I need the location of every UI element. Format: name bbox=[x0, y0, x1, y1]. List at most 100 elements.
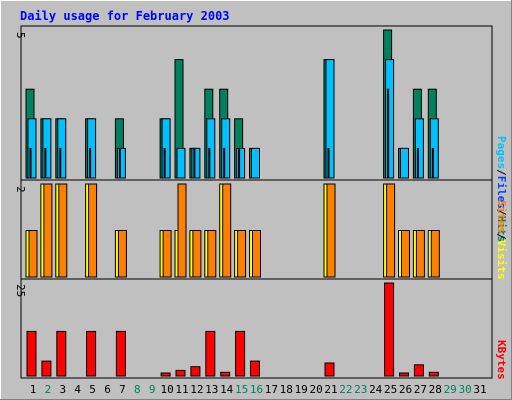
chart-marks bbox=[25, 29, 440, 377]
x-tick-label: 4 bbox=[74, 383, 81, 396]
x-tick-label: 10 bbox=[160, 383, 173, 396]
pages-bar bbox=[29, 147, 32, 179]
kbytes-bar bbox=[26, 330, 37, 377]
x-tick-label: 7 bbox=[119, 383, 126, 396]
files-bar bbox=[414, 118, 424, 179]
x-tick-label: 2 bbox=[45, 383, 52, 396]
x-tick-label: 24 bbox=[369, 383, 383, 396]
x-tick-label: 14 bbox=[220, 383, 234, 396]
x-tick-label: 8 bbox=[134, 383, 141, 396]
x-tick-label: 23 bbox=[354, 383, 367, 396]
sites-bar bbox=[88, 183, 98, 278]
legend-sites: Sites bbox=[495, 200, 508, 233]
x-tick-label: 25 bbox=[384, 383, 397, 396]
pages-bar bbox=[238, 147, 241, 179]
sites-bar bbox=[401, 230, 410, 278]
sites-bar bbox=[252, 230, 261, 278]
files-bar bbox=[206, 118, 216, 179]
sites-bar bbox=[192, 230, 202, 278]
legend-pages: Pages bbox=[495, 136, 508, 169]
kbytes-bar bbox=[428, 371, 439, 377]
sites-bar bbox=[177, 183, 187, 278]
files-bar bbox=[400, 147, 409, 179]
x-tick-label: 22 bbox=[339, 383, 352, 396]
legend-kbytes: KBytes bbox=[495, 340, 508, 380]
files-bar bbox=[42, 118, 52, 179]
files-bar bbox=[27, 118, 37, 179]
x-tick-label: 27 bbox=[414, 383, 427, 396]
pages-bar bbox=[223, 147, 226, 179]
pages-bar bbox=[89, 147, 92, 179]
kbytes-ymax-label: 25 bbox=[14, 284, 27, 297]
x-tick-label: 30 bbox=[458, 383, 471, 396]
files-bar bbox=[161, 118, 171, 179]
sites-bar bbox=[415, 230, 425, 278]
x-tick-label: 19 bbox=[295, 383, 308, 396]
pages-bar bbox=[327, 147, 330, 179]
kbytes-bar bbox=[190, 366, 201, 377]
sites-bar bbox=[28, 230, 38, 278]
sites-bar bbox=[386, 183, 396, 278]
kbytes-bar bbox=[205, 330, 216, 377]
legend-hits: Hits bbox=[495, 216, 508, 243]
sites-bar bbox=[43, 183, 53, 278]
x-tick-label: 3 bbox=[59, 383, 66, 396]
x-tick-label: 12 bbox=[190, 383, 203, 396]
pages-bar bbox=[387, 88, 390, 179]
kbytes-bar bbox=[250, 360, 260, 377]
chart-title: Daily usage for February 2003 bbox=[20, 9, 230, 23]
x-tick-label: 21 bbox=[324, 383, 337, 396]
x-tick-label: 5 bbox=[89, 383, 96, 396]
files-bar bbox=[87, 118, 97, 179]
kbytes-bar bbox=[160, 372, 171, 377]
kbytes-bar bbox=[86, 330, 97, 377]
hits-legend: Pages/Files/Hits bbox=[495, 136, 508, 242]
kbytes-bar bbox=[56, 330, 67, 377]
kbytes-bar bbox=[384, 282, 395, 377]
files-bar bbox=[57, 118, 67, 179]
x-tick-label: 15 bbox=[235, 383, 248, 396]
pages-bar bbox=[208, 147, 211, 179]
files-bar bbox=[385, 59, 395, 179]
pages-bar bbox=[59, 147, 62, 179]
pages-bar bbox=[416, 147, 419, 179]
x-tick-label: 6 bbox=[104, 383, 111, 396]
sites-bar bbox=[222, 183, 232, 278]
sites-bar bbox=[207, 230, 217, 278]
files-bar bbox=[429, 118, 439, 179]
files-bar bbox=[221, 118, 231, 179]
legend-sep-3: / bbox=[495, 233, 508, 240]
legend-sep-1: / bbox=[495, 169, 508, 176]
x-tick-label: 20 bbox=[309, 383, 322, 396]
legend-sep-2: / bbox=[495, 209, 508, 216]
files-bar bbox=[176, 147, 186, 179]
x-tick-label: 28 bbox=[429, 383, 442, 396]
legend-visits: Visits bbox=[495, 240, 508, 280]
files-bar bbox=[236, 147, 246, 179]
kbytes-bar bbox=[115, 330, 126, 377]
pages-bar bbox=[163, 147, 166, 179]
sites-bar bbox=[58, 183, 68, 278]
x-tick-label: 1 bbox=[30, 383, 37, 396]
pages-bar bbox=[431, 147, 434, 179]
files-bar bbox=[116, 147, 126, 179]
files-bar bbox=[325, 59, 335, 179]
hits-ymax-label: 5 bbox=[14, 32, 27, 39]
x-tick-label: 31 bbox=[473, 383, 486, 396]
files-bar bbox=[191, 147, 201, 179]
x-tick-labels: 1 2 3 4 5 6 7 8 9 10 11 12 13 14 15 16 17 18 19 20 21 22 23 24 2… bbox=[30, 383, 487, 396]
sites-bar bbox=[237, 230, 247, 278]
legend-files: Files bbox=[495, 176, 508, 209]
pages-bar bbox=[44, 147, 47, 179]
x-tick-label: 18 bbox=[280, 383, 293, 396]
files-bar bbox=[251, 147, 260, 179]
kbytes-bar bbox=[220, 371, 231, 377]
kbytes-bar bbox=[399, 372, 409, 377]
x-tick-label: 17 bbox=[265, 383, 278, 396]
x-tick-label: 26 bbox=[399, 383, 412, 396]
sites-bar bbox=[430, 230, 440, 278]
sites-bar bbox=[117, 230, 127, 278]
x-tick-label: 16 bbox=[250, 383, 263, 396]
